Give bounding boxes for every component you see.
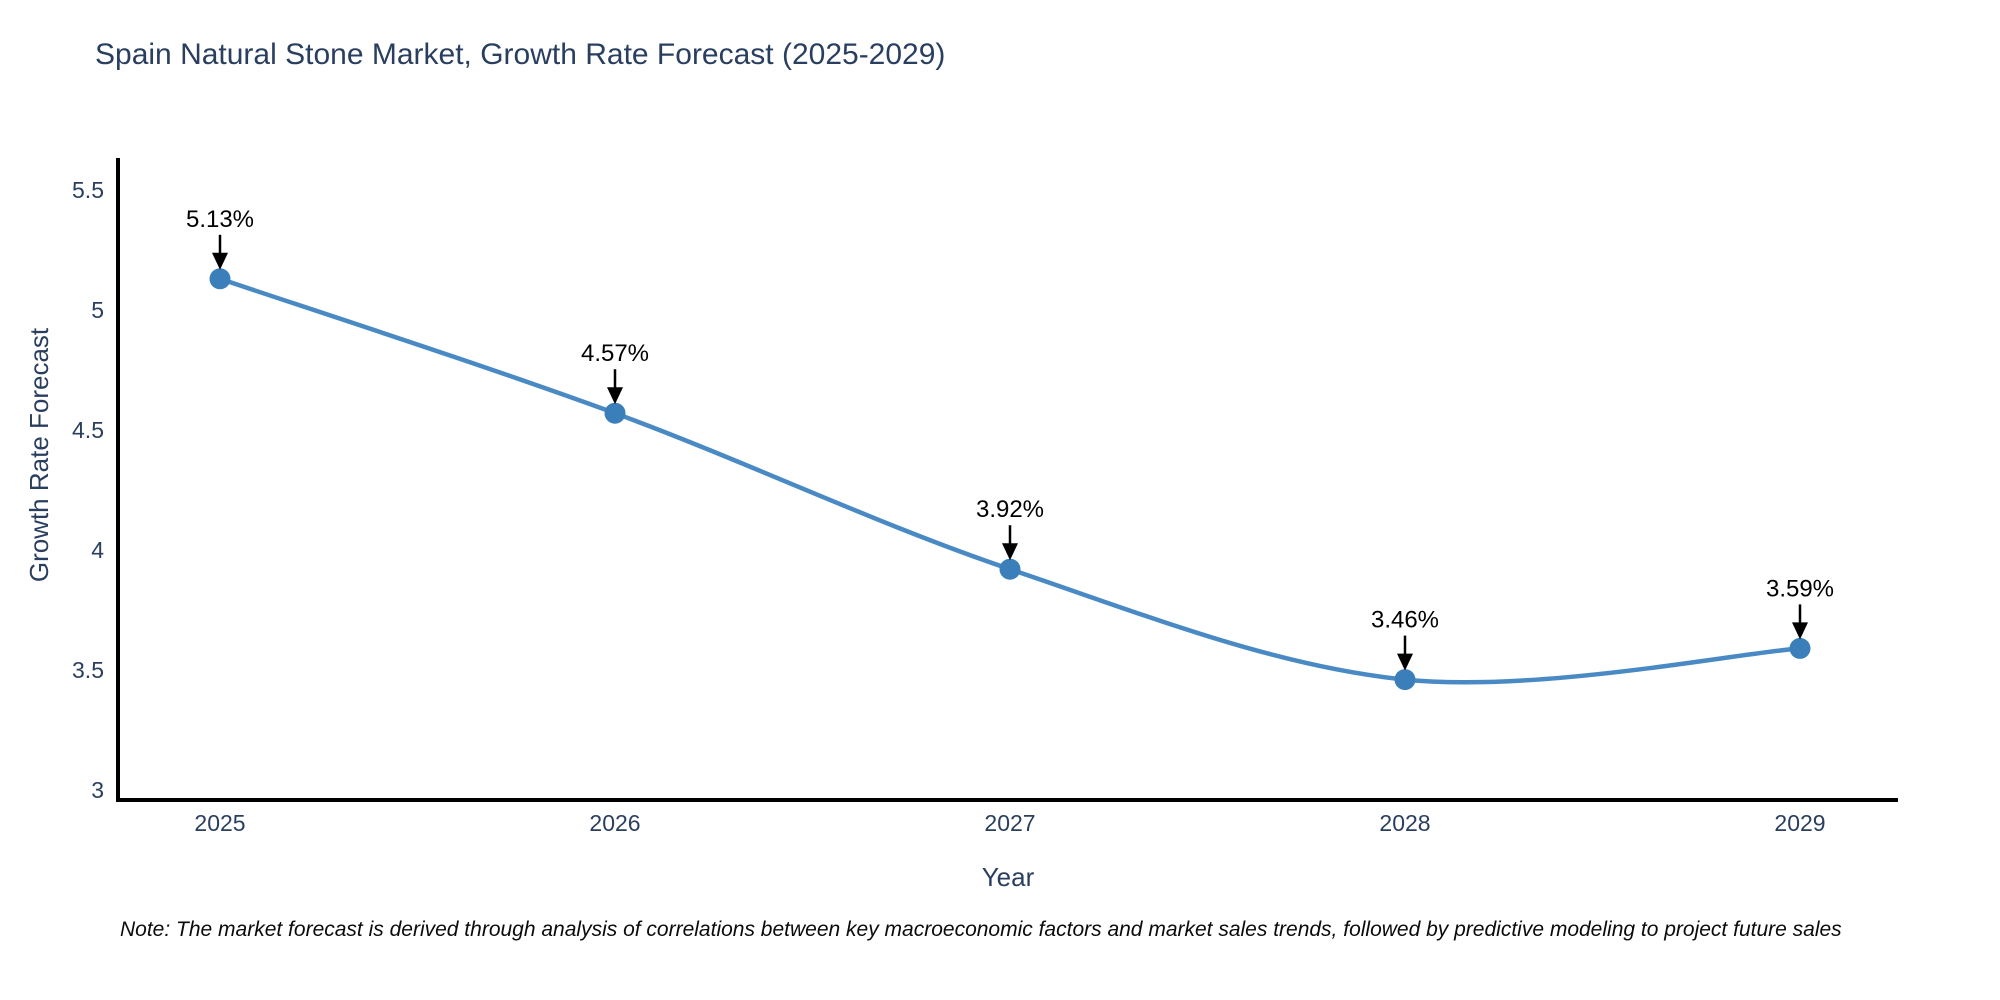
series-line (217, 276, 1803, 685)
y-tick-label: 3.5 (72, 657, 104, 683)
x-tick-label: 2028 (1379, 810, 1430, 836)
series-markers-group (209, 268, 1811, 691)
annotation-2026: 4.57% (581, 340, 649, 405)
y-tick-label: 4 (91, 537, 104, 563)
annotation-2029: 3.59% (1766, 575, 1834, 640)
y-tick-label: 5.5 (72, 177, 104, 203)
annotation-arrowhead (1792, 622, 1808, 640)
chart-title: Spain Natural Stone Market, Growth Rate … (95, 38, 946, 71)
data-point-label: 5.13% (186, 206, 254, 233)
data-point-2029[interactable] (1789, 637, 1811, 659)
x-tick-label: 2029 (1774, 810, 1825, 836)
data-point-label: 3.46% (1371, 607, 1439, 634)
x-tick-label: 2027 (984, 810, 1035, 836)
point-annotations-group: 5.13% 4.57% 3.92% 3.46% 3.59% (186, 206, 1834, 671)
y-tick-label: 3 (91, 777, 104, 803)
axis-lines (116, 158, 1898, 802)
annotation-2028: 3.46% (1371, 607, 1439, 671)
x-axis-tick-labels: 2025 2026 2027 2028 2029 (194, 810, 1825, 836)
series-line-group (217, 276, 1803, 685)
footnote: Note: The market forecast is derived thr… (120, 918, 1842, 941)
data-point-label: 3.59% (1766, 575, 1834, 602)
annotation-arrowhead (1002, 543, 1018, 561)
data-point-2027[interactable] (999, 558, 1021, 580)
annotation-arrowhead (607, 387, 623, 405)
data-point-label: 3.92% (976, 496, 1044, 523)
x-tick-label: 2025 (194, 810, 245, 836)
y-tick-label: 4.5 (72, 417, 104, 443)
y-axis-tick-labels: 3 3.5 4 4.5 5 5.5 (72, 177, 104, 803)
x-axis-title: Year (982, 862, 1035, 892)
data-point-2028[interactable] (1394, 669, 1416, 691)
x-tick-label: 2026 (589, 810, 640, 836)
y-tick-label: 5 (91, 297, 104, 323)
annotation-arrowhead (212, 252, 228, 270)
y-axis-title: Growth Rate Forecast (24, 327, 54, 582)
annotation-2027: 3.92% (976, 496, 1044, 561)
data-point-2026[interactable] (604, 402, 626, 424)
annotation-arrowhead (1397, 653, 1413, 671)
annotation-2025: 5.13% (186, 206, 254, 270)
data-point-2025[interactable] (209, 268, 231, 290)
data-point-label: 4.57% (581, 340, 649, 367)
